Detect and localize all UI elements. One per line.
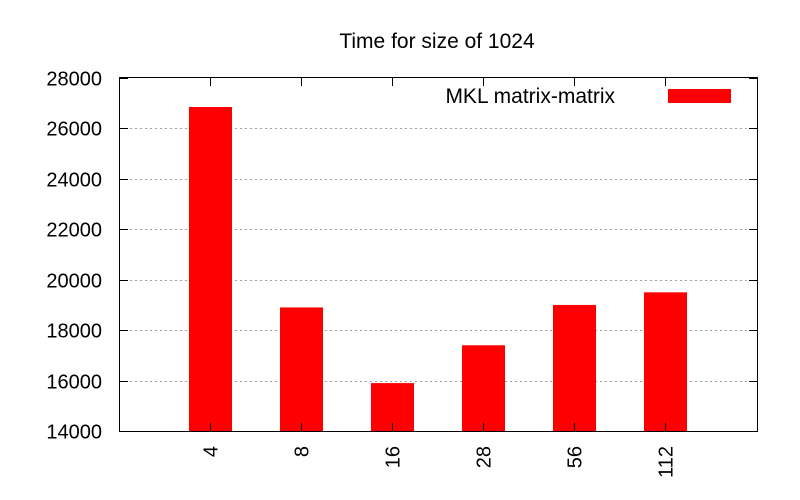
legend-label: MKL matrix-matrix	[445, 85, 615, 108]
y-tick-label: 20000	[46, 271, 102, 293]
x-tick-label: 56	[565, 446, 587, 468]
bar-4	[189, 107, 232, 431]
chart-title: Time for size of 1024	[339, 30, 535, 53]
x-tick-label: 16	[383, 446, 405, 468]
x-axis: 4 8 16 28 56 112	[201, 78, 678, 478]
bar-28	[462, 345, 505, 431]
legend-swatch	[668, 89, 731, 103]
x-tick-label: 28	[474, 446, 496, 468]
x-tick-label: 112	[656, 446, 678, 478]
legend: MKL matrix-matrix	[445, 85, 731, 108]
bar-112	[644, 292, 687, 431]
x-tick-label: 4	[201, 446, 223, 457]
y-tick-label: 18000	[46, 321, 102, 343]
y-tick-label: 24000	[46, 170, 102, 192]
y-tick-label: 22000	[46, 220, 102, 242]
y-tick-label: 16000	[46, 372, 102, 394]
bars	[189, 107, 687, 431]
bar-56	[553, 305, 596, 431]
bar-8	[280, 307, 323, 431]
y-tick-label: 28000	[46, 69, 102, 91]
x-tick-label: 8	[292, 446, 314, 457]
y-tick-label: 26000	[46, 119, 102, 141]
y-tick-label: 14000	[46, 422, 102, 444]
